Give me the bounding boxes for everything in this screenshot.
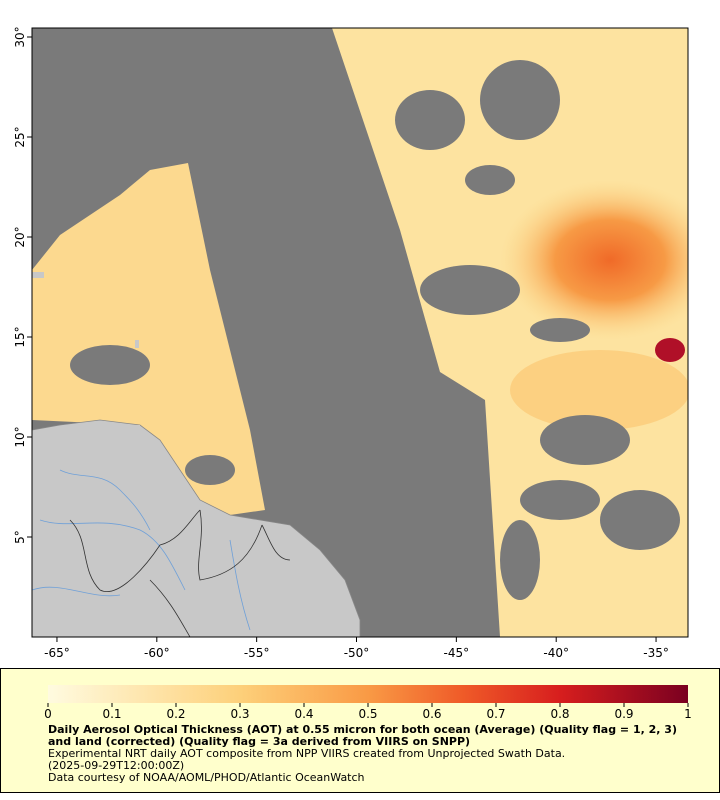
x-tick-label: -55°: [244, 646, 270, 660]
high-aot: [500, 180, 688, 340]
y-tick-label: 15°: [13, 326, 27, 347]
swath: [32, 163, 265, 515]
y-tick-label: 30°: [13, 26, 27, 47]
colorbar-tick-label: 1: [684, 707, 692, 721]
colorbar: [48, 685, 688, 703]
colorbar-tick-label: 0.4: [294, 707, 313, 721]
map-frame: [31, 27, 689, 638]
x-tick-label: -50°: [344, 646, 370, 660]
x-tick-label: -65°: [44, 646, 70, 660]
caption-line: (2025-09-29T12:00:00Z): [48, 759, 185, 772]
x-tick-label: -35°: [643, 646, 669, 660]
caption: Daily Aerosol Optical Thickness (AOT) at…: [48, 724, 678, 784]
map-area: [32, 28, 688, 637]
cloud-gaps: [70, 60, 680, 600]
colorbar-tick-label: 0.3: [230, 707, 249, 721]
colorbar-tick-label: 0: [44, 707, 52, 721]
y-tick-label: 10°: [13, 426, 27, 447]
borders: [69, 509, 291, 637]
swath: [332, 28, 688, 637]
colorbar-tick-label: 0.2: [166, 707, 185, 721]
y-tick-label: 5°: [13, 530, 27, 544]
colorbar-tick-label: 0.9: [614, 707, 633, 721]
colorbar-tick-label: 0.7: [486, 707, 505, 721]
y-tick-label: 25°: [13, 126, 27, 147]
y-tick-label: 20°: [13, 226, 27, 247]
colorbar-tick-label: 0.1: [102, 707, 121, 721]
colorbar-tick-label: 0.5: [358, 707, 377, 721]
caption-line: Experimental NRT daily AOT composite fro…: [48, 747, 566, 760]
caption-title: Daily Aerosol Optical Thickness (AOT) at…: [48, 723, 677, 748]
aot-region: [510, 350, 688, 430]
caption-line: Data courtesy of NOAA/AOML/PHOD/Atlantic…: [48, 771, 365, 784]
land: [32, 419, 361, 637]
x-tick-label: -40°: [543, 646, 569, 660]
high-aot: [655, 338, 685, 362]
x-tick-label: -45°: [444, 646, 470, 660]
colorbar-tick-label: 0.6: [422, 707, 441, 721]
islands: [32, 272, 140, 433]
rivers: [32, 469, 251, 631]
colorbar-tick-label: 0.8: [550, 707, 569, 721]
x-tick-label: -60°: [144, 646, 170, 660]
